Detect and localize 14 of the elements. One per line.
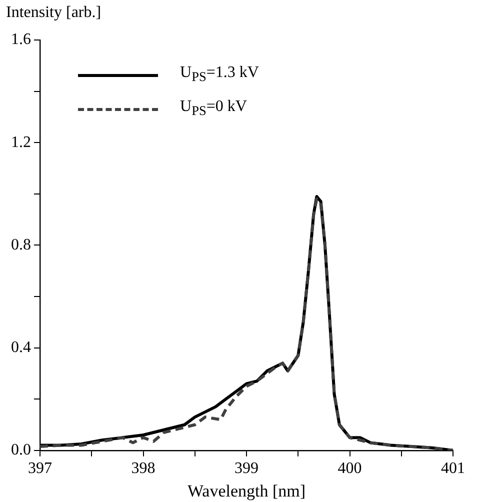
x-tick-label: 398 (131, 460, 156, 478)
x-tick-label: 399 (234, 460, 258, 478)
x-tick-label: 401 (441, 460, 465, 478)
y-tick-label: 1.2 (11, 134, 31, 151)
legend-label: U$_{PS}$=1.3 kV (180, 64, 259, 86)
x-tick-label: 400 (338, 460, 362, 478)
x-axis-title: Wavelength [nm] (187, 481, 306, 500)
y-tick-label: 0.0 (11, 442, 31, 459)
y-axis-title: Intensity [arb.] (6, 4, 102, 22)
x-tick-label: 397 (28, 460, 52, 478)
y-tick-label: 0.4 (11, 339, 31, 356)
y-tick-label: 1.6 (11, 31, 31, 48)
legend-label: U$_{PS}$=0 kV (180, 98, 247, 120)
y-tick-label: 0.8 (11, 236, 31, 254)
